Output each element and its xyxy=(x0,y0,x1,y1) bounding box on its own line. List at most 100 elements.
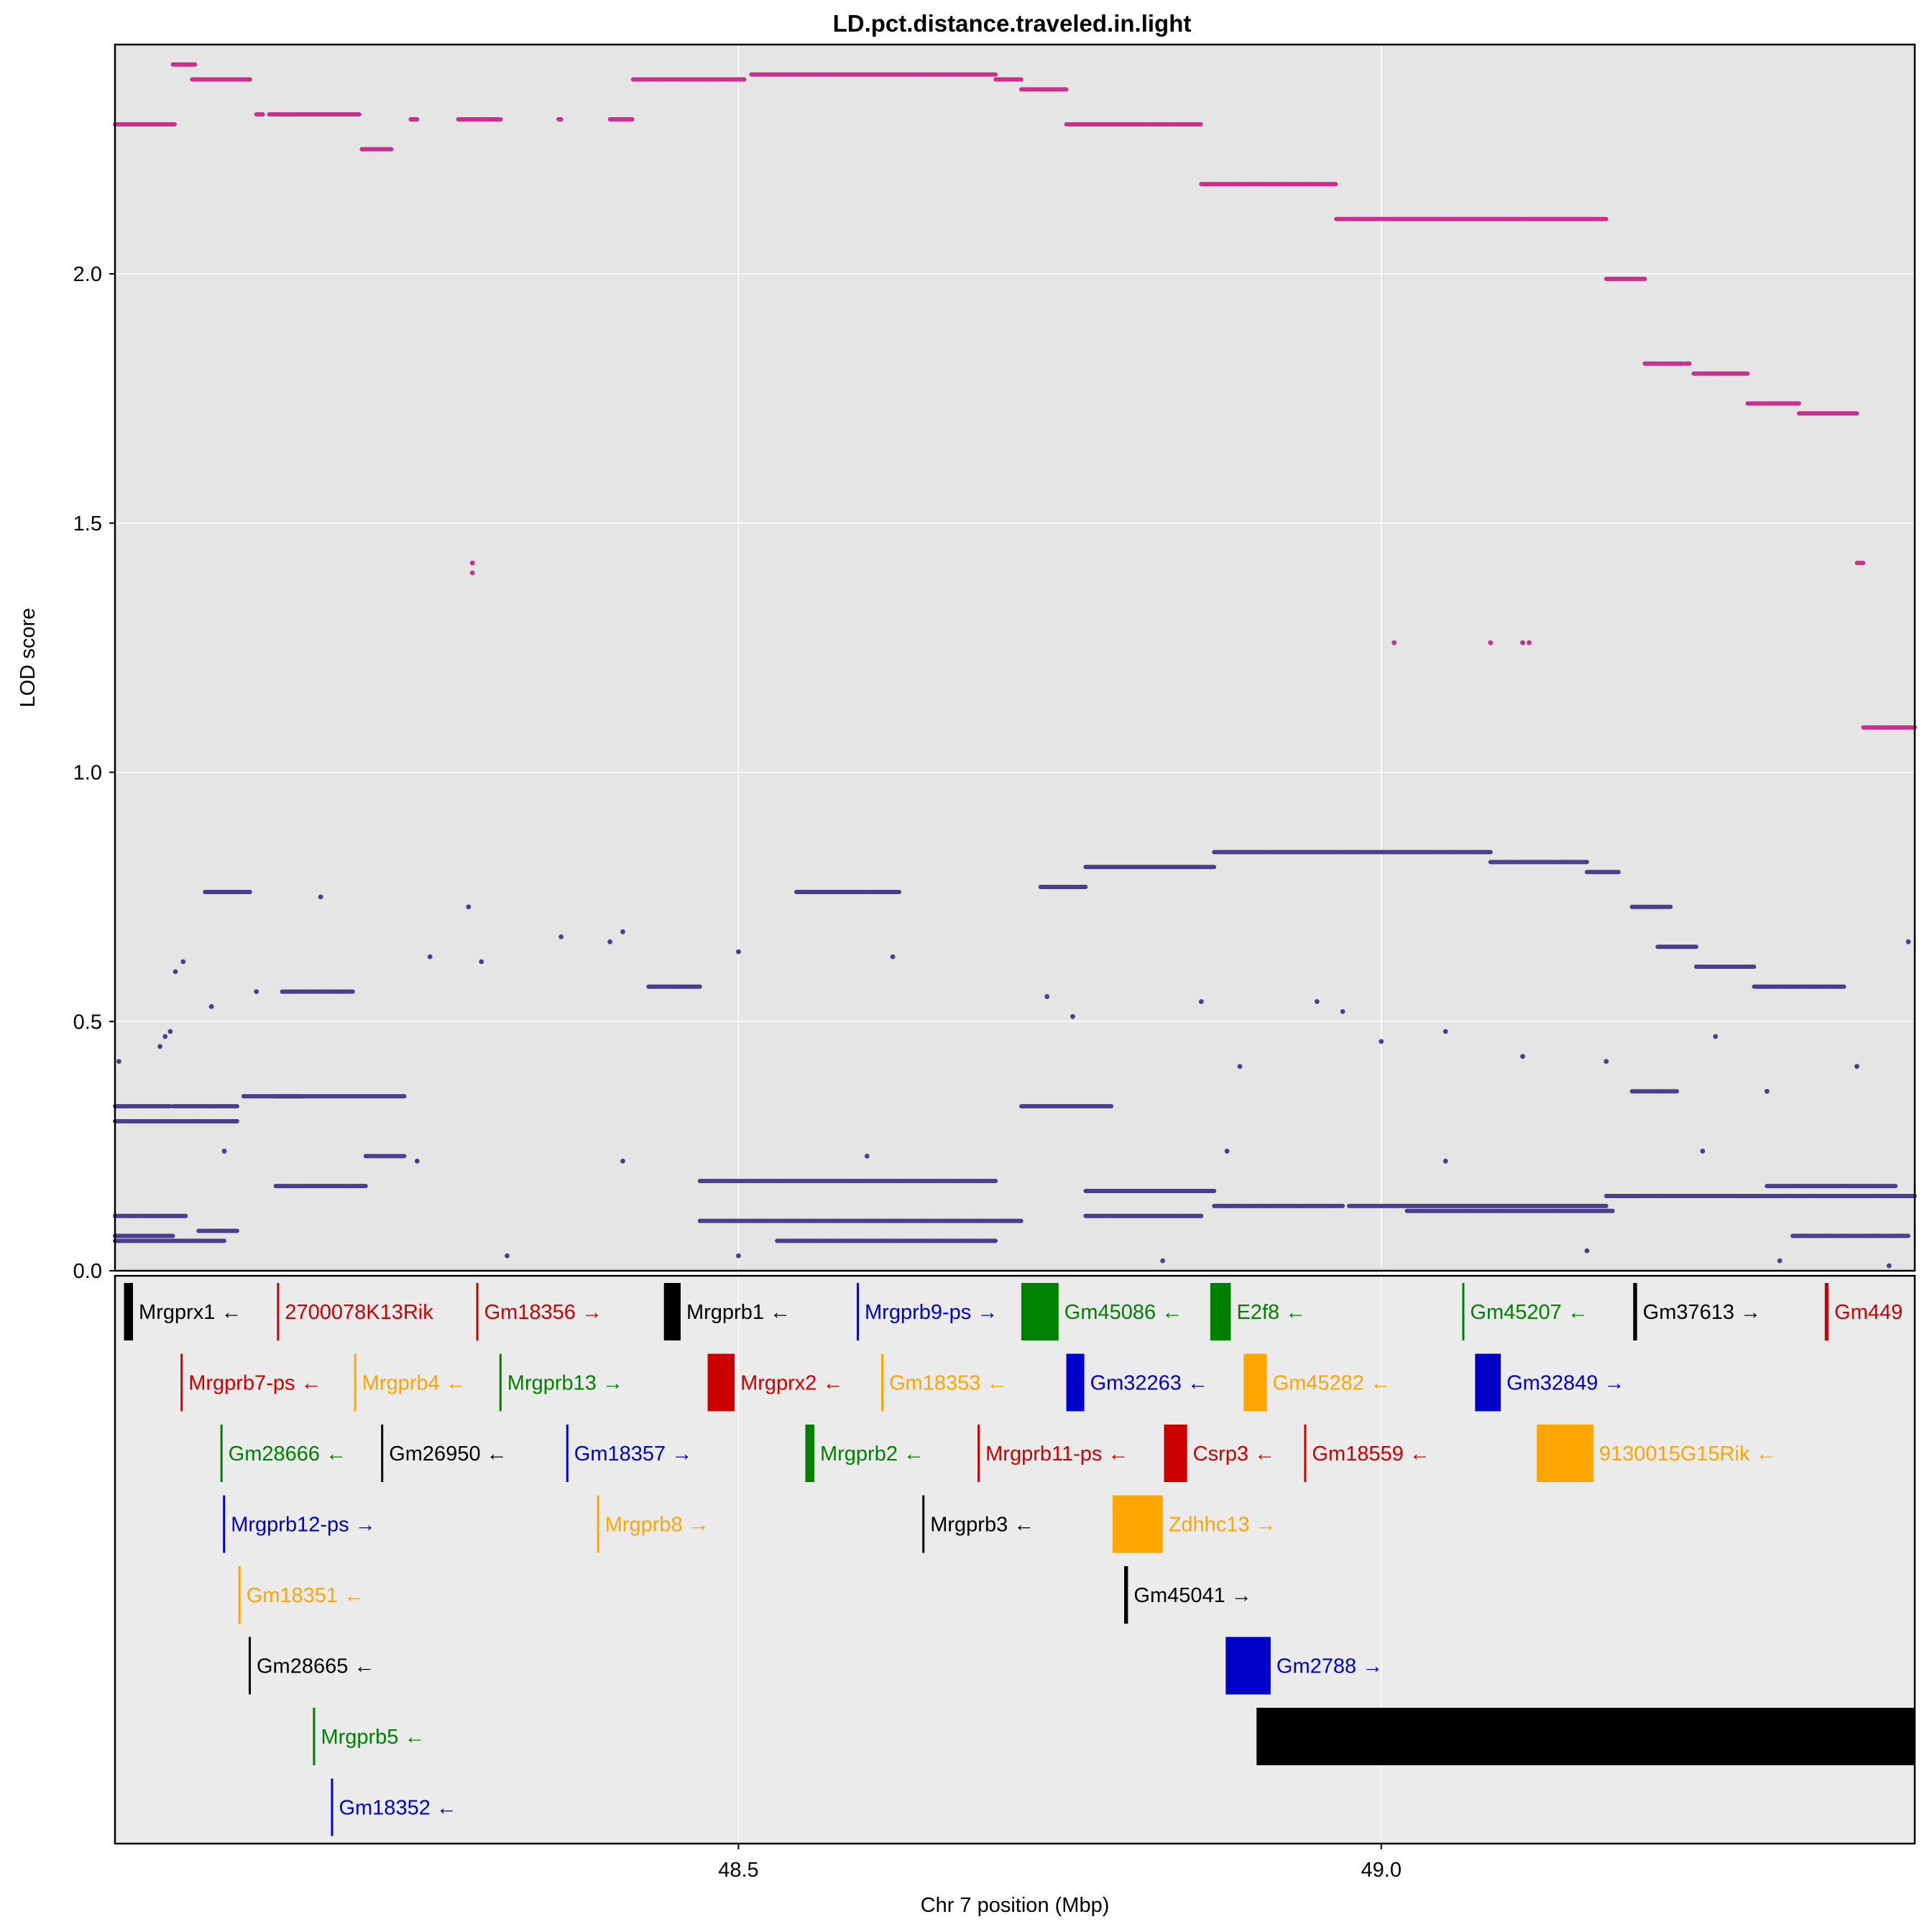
gene-bar xyxy=(1225,1637,1271,1695)
other-snp-point xyxy=(558,934,564,939)
gene-bar xyxy=(1210,1283,1231,1340)
gene-label: Mrgprb9-ps → xyxy=(865,1301,998,1324)
other-snp-point xyxy=(1443,1159,1448,1164)
gene-bar xyxy=(663,1283,681,1340)
other-snp-point xyxy=(1198,999,1204,1004)
gene-label: Gm28666 ← xyxy=(229,1443,346,1466)
gene-bar xyxy=(1112,1495,1163,1553)
lod-panel-border xyxy=(114,43,1916,1272)
top-snp-point xyxy=(1520,640,1525,645)
other-series xyxy=(113,850,1917,1269)
gene-label: Mrgprb11-ps ← xyxy=(985,1443,1128,1466)
other-snp-point xyxy=(607,939,612,944)
gene-bar xyxy=(277,1283,280,1340)
gene-bar xyxy=(978,1425,980,1482)
y-tick-label: 0.0 xyxy=(73,1260,102,1283)
gene-bar xyxy=(1304,1425,1307,1482)
gene-panel: Mrgprx1 ← 2700078K13Rik Gm18356 → Mrgprb1 ←… xyxy=(114,1274,1916,1845)
other-snp-point xyxy=(1224,1149,1230,1154)
other-snp-point xyxy=(1070,1013,1075,1019)
other-snp-point xyxy=(116,1059,121,1064)
lod-gridlines xyxy=(115,45,1915,1271)
other-snp-point xyxy=(167,1029,173,1034)
gene-bar xyxy=(1475,1353,1501,1412)
other-snp-point xyxy=(221,1149,227,1154)
other-snp-point xyxy=(414,1159,420,1164)
gene-bar xyxy=(238,1566,241,1624)
gene-bar xyxy=(1824,1283,1829,1340)
other-snp-point xyxy=(1314,999,1320,1004)
gene-label: Gm18351 ← xyxy=(247,1584,364,1607)
gene-label: Mrgprb13 → xyxy=(507,1372,623,1395)
lod-panel-background xyxy=(115,45,1915,1271)
gene-bar xyxy=(1124,1566,1128,1624)
gene-label: Gm26950 ← xyxy=(389,1443,507,1466)
top-snp-point xyxy=(1392,640,1397,645)
y-axis-ticks: 0.0 0.5 1.0 1.5 2.0 xyxy=(73,263,115,1283)
top-snp-point xyxy=(1527,640,1532,645)
other-snp-point xyxy=(1443,1029,1448,1034)
y-tick-label: 1.5 xyxy=(73,512,102,535)
other-snp-point xyxy=(157,1044,163,1049)
x-tick-label: 48.5 xyxy=(718,1859,758,1882)
other-snp-point xyxy=(1044,994,1050,999)
gene-bar xyxy=(1243,1353,1267,1412)
other-snp-point xyxy=(208,1004,214,1009)
gene-bar xyxy=(381,1425,384,1482)
other-snp-point xyxy=(466,904,472,910)
gene-bar xyxy=(223,1495,226,1553)
gene-label: Gm45207 ← xyxy=(1470,1301,1588,1324)
other-snp-point xyxy=(254,989,259,995)
other-snp-point xyxy=(1340,1008,1346,1014)
gene-label: Gm45041 → xyxy=(1133,1584,1251,1607)
other-snp-point xyxy=(162,1034,168,1039)
gene-bar xyxy=(922,1495,925,1553)
other-snp-point xyxy=(1520,1054,1525,1059)
x-axis-label: Chr 7 position (Mbp) xyxy=(921,1894,1110,1917)
gene-label: Gm18352 ← xyxy=(339,1797,456,1820)
other-snp-point xyxy=(736,1253,741,1259)
other-snp-point xyxy=(1604,1059,1609,1064)
other-snp-point xyxy=(736,949,741,954)
top-snp-point xyxy=(469,570,475,576)
gene-bar xyxy=(1462,1283,1465,1340)
gene-bar xyxy=(180,1353,183,1412)
gene-bar xyxy=(1537,1425,1593,1482)
other-snp-point xyxy=(180,959,186,965)
other-snp-point xyxy=(1379,1039,1384,1044)
other-snp-point xyxy=(1237,1064,1243,1070)
gene-label: Gm45086 ← xyxy=(1064,1301,1182,1324)
lod-panel: 0.0 0.5 1.0 1.5 2.0 LOD score xyxy=(17,43,1917,1283)
gene-label: Gm18559 ← xyxy=(1312,1443,1430,1466)
other-snp-point xyxy=(1777,1258,1782,1264)
other-snp-point xyxy=(1713,1034,1719,1039)
other-snp-point xyxy=(427,954,433,960)
other-snp-point xyxy=(1584,1248,1590,1254)
chart-title: LD.pct.distance.traveled.in.light xyxy=(833,10,1192,37)
gene-label: Mrgprb8 → xyxy=(605,1514,709,1537)
gene-label: Zdhhc13 → xyxy=(1169,1514,1276,1537)
gene-bar xyxy=(1256,1708,1915,1765)
gene-bar xyxy=(313,1708,316,1765)
other-snp-point xyxy=(1700,1149,1706,1154)
gene-label: Mrgprb1 ← xyxy=(686,1301,791,1324)
gene-label: E2f8 ← xyxy=(1236,1301,1306,1324)
other-snp-point xyxy=(620,929,625,934)
other-snp-point xyxy=(1886,1263,1892,1269)
other-snp-point xyxy=(864,1154,870,1159)
other-snp-point xyxy=(890,954,896,960)
gene-bar xyxy=(805,1425,814,1482)
gene-bar xyxy=(707,1353,735,1412)
gene-bar xyxy=(857,1283,860,1340)
gene-label: Gm32263 ← xyxy=(1090,1372,1208,1395)
gene-bar xyxy=(1021,1283,1059,1340)
top-snp-point xyxy=(1488,640,1494,645)
other-snp-point xyxy=(505,1253,510,1259)
other-snp-point xyxy=(318,894,323,900)
gene-bar xyxy=(1066,1353,1085,1412)
gene-label: Mrgprb12-ps → xyxy=(231,1514,375,1537)
gene-panel-border xyxy=(114,1274,1916,1845)
gene-bar xyxy=(354,1353,356,1412)
top-snp-point xyxy=(469,560,475,566)
